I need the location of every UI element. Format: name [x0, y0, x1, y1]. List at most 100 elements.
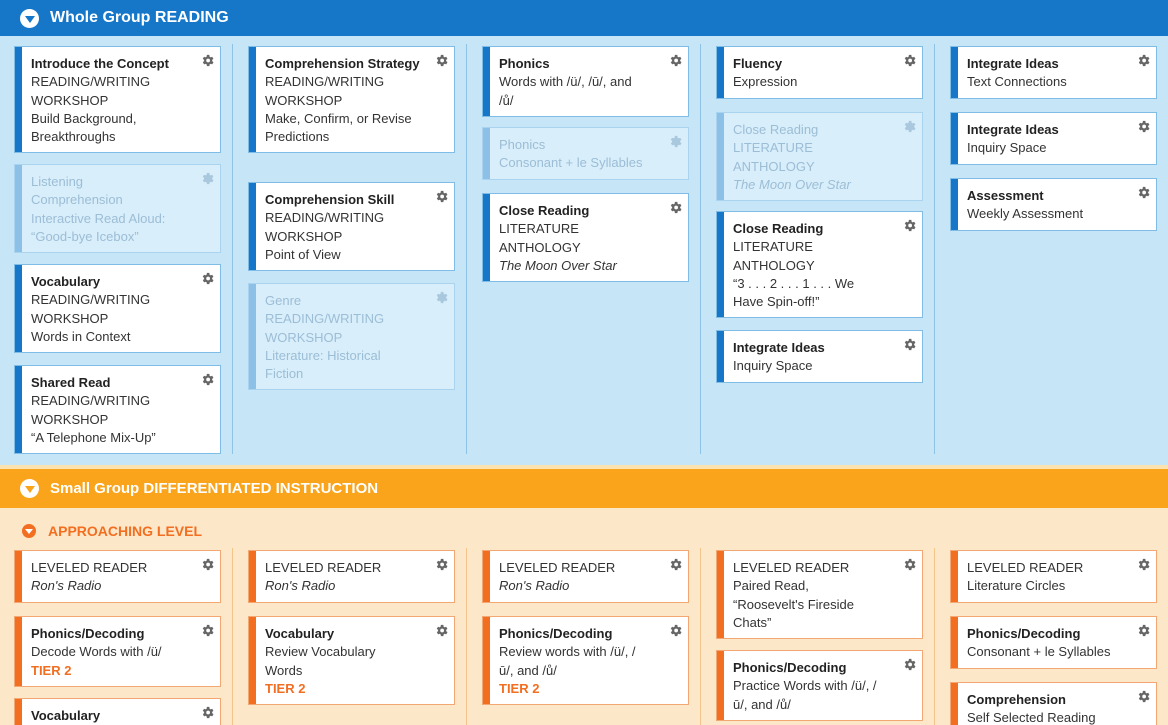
activity-card[interactable]: Integrate Ideas Text Connections: [951, 47, 1156, 98]
card-detail: Self Selected Reading: [967, 710, 1096, 725]
gear-icon[interactable]: [200, 171, 215, 186]
activity-card[interactable]: Integrate Ideas Inquiry Space: [717, 331, 922, 382]
card-title: Comprehension Strategy: [265, 56, 420, 71]
card-detail: Paired Read,: [733, 578, 809, 594]
activity-card[interactable]: Introduce the Concept READING/WRITING WORK…: [15, 47, 220, 152]
card-title: Phonics/Decoding: [733, 660, 847, 675]
gear-icon[interactable]: [434, 557, 449, 572]
gear-icon[interactable]: [902, 119, 917, 134]
gear-icon[interactable]: [902, 218, 917, 233]
activity-card[interactable]: Phonics/Decoding Consonant + le Syllables: [951, 617, 1156, 668]
card-detail: ANTHOLOGY: [733, 257, 815, 273]
activity-card[interactable]: LEVELED READER Ron's Radio: [483, 551, 688, 602]
activity-card[interactable]: LEVELED READER Paired Read, “Roosevelt's F…: [717, 551, 922, 638]
gear-icon[interactable]: [902, 657, 917, 672]
card-selection-title: Ron's Radio: [265, 578, 336, 594]
gear-icon[interactable]: [200, 372, 215, 387]
gear-icon[interactable]: [1136, 557, 1151, 572]
activity-card[interactable]: Close Reading LITERATURE ANTHOLOGY The Moon…: [717, 113, 922, 200]
card-detail: ū/, and /ů/: [733, 696, 791, 712]
activity-card[interactable]: Comprehension Strategy READING/WRITING WOR…: [249, 47, 454, 152]
column-divider: [232, 548, 233, 725]
card-detail: ANTHOLOGY: [733, 158, 815, 174]
card-detail: Inquiry Space: [733, 358, 813, 374]
activity-card[interactable]: Listening Comprehension Interactive Read A…: [15, 165, 220, 252]
gear-icon[interactable]: [902, 557, 917, 572]
card-detail: Decode Words with /ü/: [31, 644, 162, 660]
gear-icon[interactable]: [668, 53, 683, 68]
gear-icon[interactable]: [668, 134, 683, 149]
gear-icon[interactable]: [200, 271, 215, 286]
gear-icon[interactable]: [1136, 623, 1151, 638]
card-title: LEVELED READER: [967, 560, 1084, 575]
card-detail: Weekly Assessment: [967, 206, 1084, 222]
gear-icon[interactable]: [200, 623, 215, 638]
card-detail: Point of View: [265, 246, 341, 262]
gear-icon[interactable]: [902, 53, 917, 68]
column-divider: [466, 548, 467, 725]
card-detail: Make, Confirm, or Revise: [265, 110, 412, 126]
gear-icon[interactable]: [434, 189, 449, 204]
card-detail: “3 . . . 2 . . . 1 . . . We: [733, 275, 855, 291]
approaching-level-toggle[interactable]: APPROACHING LEVEL: [0, 518, 202, 544]
gear-icon[interactable]: [1136, 185, 1151, 200]
activity-card[interactable]: Phonics/Decoding Decode Words with /ü/TIE…: [15, 617, 220, 686]
activity-card[interactable]: Comprehension Self Selected Reading: [951, 683, 1156, 725]
activity-card[interactable]: Phonics Words with /ü/, /ū/, and/ů/: [483, 47, 688, 116]
gear-icon[interactable]: [1136, 53, 1151, 68]
gear-icon[interactable]: [434, 623, 449, 638]
column-divider: [232, 44, 233, 454]
gear-icon[interactable]: [434, 53, 449, 68]
card-detail: LITERATURE: [733, 140, 813, 156]
gear-icon[interactable]: [668, 623, 683, 638]
activity-card[interactable]: Vocabulary Review Vocabulary Words TIER 2: [249, 617, 454, 704]
collapse-toggle-icon[interactable]: [20, 479, 39, 498]
collapse-toggle-icon[interactable]: [20, 8, 39, 28]
card-title: LEVELED READER: [499, 560, 616, 575]
activity-card[interactable]: Close Reading LITERATURE ANTHOLOGY “3 . . .…: [717, 212, 922, 317]
tier-label: TIER 2: [265, 680, 306, 696]
card-detail: Consonant + le Syllables: [499, 155, 643, 171]
activity-card[interactable]: Vocabulary: [15, 699, 220, 725]
card-title: Close Reading: [733, 221, 824, 236]
activity-card[interactable]: Close Reading LITERATURE ANTHOLOGY The Moon…: [483, 194, 688, 281]
card-detail: READING/WRITING: [265, 210, 385, 226]
card-title: Listening: [31, 174, 84, 189]
activity-card[interactable]: Phonics/Decoding Practice Words with /ü/,…: [717, 651, 922, 720]
card-detail: Consonant + le Syllables: [967, 644, 1111, 660]
activity-card[interactable]: Shared Read READING/WRITING WORKSHOP “A Tel…: [15, 366, 220, 453]
gear-icon[interactable]: [902, 337, 917, 352]
activity-card[interactable]: Assessment Weekly Assessment: [951, 179, 1156, 230]
activity-card[interactable]: LEVELED READER Literature Circles: [951, 551, 1156, 602]
activity-card[interactable]: Vocabulary READING/WRITING WORKSHOP Words i…: [15, 265, 220, 352]
card-detail: WORKSHOP: [31, 411, 109, 427]
card-detail: Words with /ü/, /ū/, and: [499, 74, 632, 90]
activity-card[interactable]: Comprehension Skill READING/WRITING WORKSH…: [249, 183, 454, 270]
gear-icon[interactable]: [200, 705, 215, 720]
small-group-header[interactable]: Small Group DIFFERENTIATED INSTRUCTION: [0, 465, 1168, 508]
card-detail: Interactive Read Aloud:: [31, 210, 166, 226]
gear-icon[interactable]: [200, 53, 215, 68]
gear-icon[interactable]: [434, 290, 449, 305]
card-title: Comprehension Skill: [265, 192, 395, 207]
card-title: Fluency: [733, 56, 783, 71]
activity-card[interactable]: Genre READING/WRITING WORKSHOP Literature: …: [249, 284, 454, 389]
gear-icon[interactable]: [668, 557, 683, 572]
gear-icon[interactable]: [200, 557, 215, 572]
whole-group-header[interactable]: Whole Group READING: [0, 0, 1168, 36]
card-detail: LITERATURE: [733, 239, 813, 255]
activity-card[interactable]: Integrate Ideas Inquiry Space: [951, 113, 1156, 164]
gear-icon[interactable]: [1136, 119, 1151, 134]
card-title: LEVELED READER: [31, 560, 148, 575]
activity-card[interactable]: Phonics/Decoding Review words with /ü/, /…: [483, 617, 688, 704]
collapse-toggle-icon[interactable]: [22, 524, 36, 538]
activity-card[interactable]: LEVELED READER Ron's Radio: [15, 551, 220, 602]
column-divider: [934, 44, 935, 454]
activity-card[interactable]: Fluency Expression: [717, 47, 922, 98]
activity-card[interactable]: LEVELED READER Ron's Radio: [249, 551, 454, 602]
activity-card[interactable]: Phonics Consonant + le Syllables: [483, 128, 688, 179]
card-detail: READING/WRITING: [31, 393, 151, 409]
gear-icon[interactable]: [1136, 689, 1151, 704]
column-divider: [934, 548, 935, 725]
gear-icon[interactable]: [668, 200, 683, 215]
